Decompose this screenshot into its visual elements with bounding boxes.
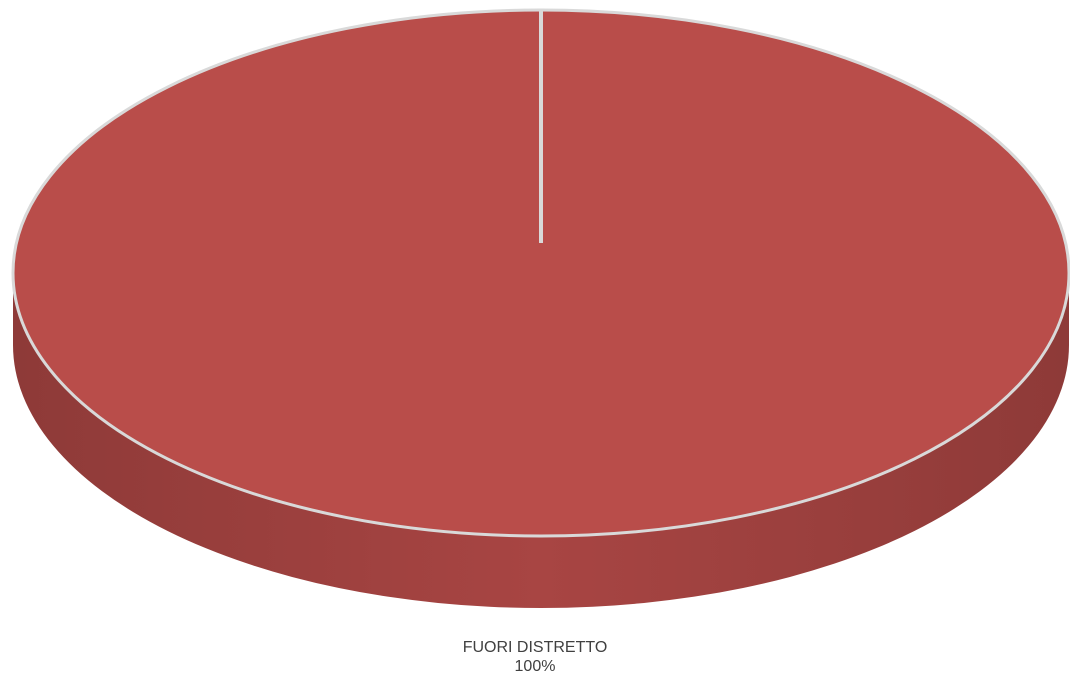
slice-label-value: 100% — [514, 658, 556, 675]
pie-slice-side — [13, 273, 1069, 608]
slice-label-name: FUORI DISTRETTO — [462, 639, 608, 656]
